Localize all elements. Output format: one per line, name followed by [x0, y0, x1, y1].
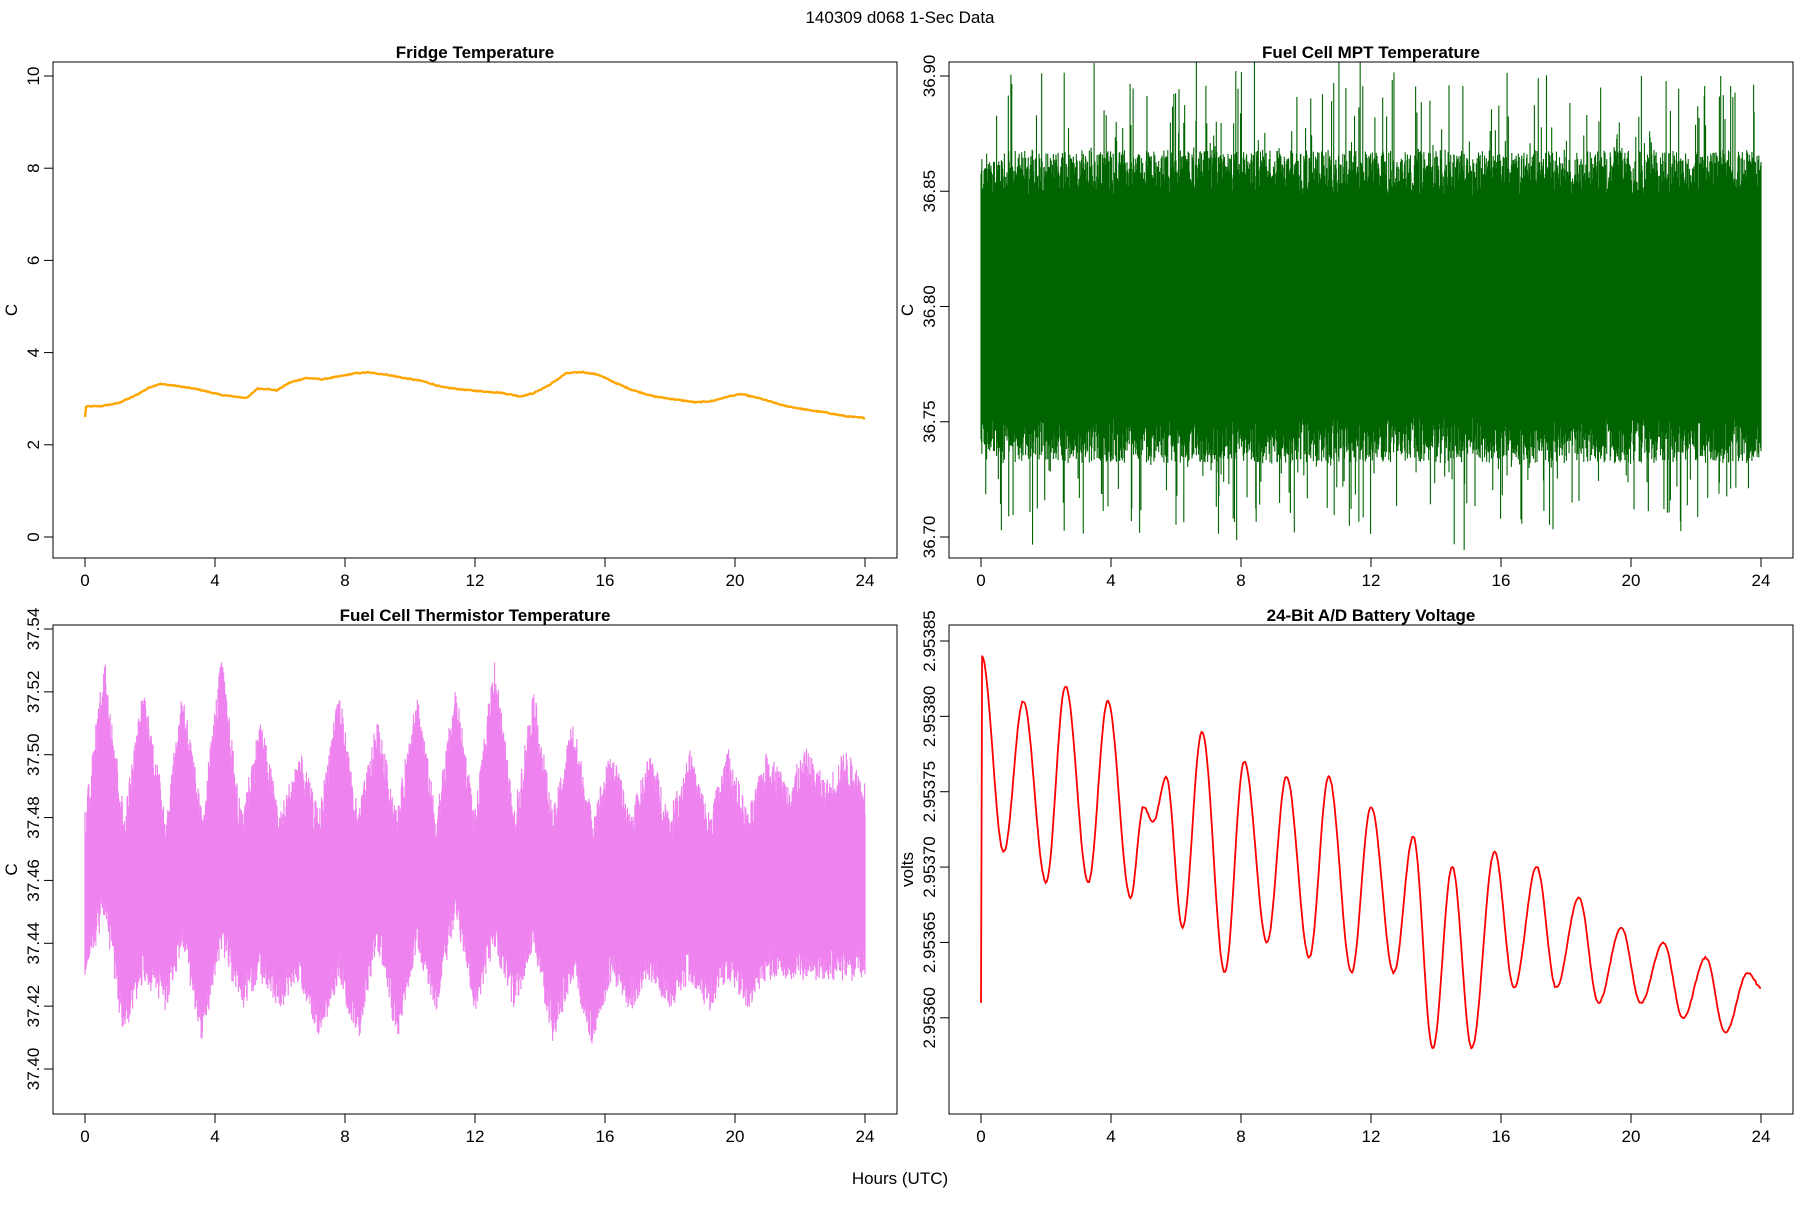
y-tick-label: 6 — [24, 256, 43, 265]
y-tick-label: 37.52 — [24, 671, 43, 714]
y-tick-label: 37.40 — [24, 1048, 43, 1091]
y-tick-label: 8 — [24, 163, 43, 172]
plot-area — [83, 370, 866, 420]
y-tick-label: 36.80 — [920, 285, 939, 328]
x-axis: 0 4 8 12 16 20 24 — [976, 1114, 1770, 1146]
x-axis: 0 4 8 12 16 20 24 — [80, 558, 874, 590]
y-axis-label: C — [2, 304, 21, 316]
y-tick-label: 37.44 — [24, 922, 43, 965]
x-tick-label: 4 — [210, 571, 219, 590]
y-tick-label: 36.85 — [920, 170, 939, 213]
y-tick-label: 2.95385 — [920, 610, 939, 671]
plot-frame — [52, 61, 898, 559]
chart-title: Fuel Cell MPT Temperature — [1262, 43, 1480, 62]
plot-area — [84, 662, 866, 1044]
x-tick-label: 20 — [1622, 571, 1641, 590]
chart-panel-2: Fuel Cell MPT Temperature C 0 4 8 12 16 20 24 36.… — [898, 43, 1794, 590]
chart-panel-3: Fuel Cell Thermistor Temperature C 0 4 8 12 16… — [2, 606, 898, 1146]
figure-title: 140309 d068 1-Sec Data — [805, 8, 995, 27]
x-tick-label: 16 — [1492, 571, 1511, 590]
series-line — [980, 655, 1762, 1050]
chart-title: Fridge Temperature — [396, 43, 554, 62]
x-tick-label: 16 — [1492, 1127, 1511, 1146]
y-axis-label: C — [898, 304, 917, 316]
x-tick-label: 24 — [1752, 1127, 1771, 1146]
y-tick-label: 37.42 — [24, 985, 43, 1028]
x-tick-label: 12 — [466, 1127, 485, 1146]
x-tick-label: 8 — [1236, 1127, 1245, 1146]
x-tick-label: 8 — [340, 571, 349, 590]
y-tick-label: 2.95360 — [920, 987, 939, 1048]
x-tick-label: 16 — [596, 1127, 615, 1146]
series-line — [83, 370, 866, 420]
plot-area — [980, 62, 1762, 550]
x-tick-label: 0 — [80, 571, 89, 590]
x-tick-label: 4 — [210, 1127, 219, 1146]
y-tick-label: 36.75 — [920, 400, 939, 443]
y-tick-label: 2.95380 — [920, 686, 939, 747]
figure-xlabel: Hours (UTC) — [852, 1169, 948, 1188]
y-tick-label: 2 — [24, 440, 43, 449]
x-tick-label: 24 — [856, 1127, 875, 1146]
y-tick-label: 2.95375 — [920, 761, 939, 822]
x-tick-label: 20 — [1622, 1127, 1641, 1146]
x-tick-label: 12 — [1362, 571, 1381, 590]
x-tick-label: 4 — [1106, 1127, 1115, 1146]
series-line — [84, 662, 866, 1044]
series-core — [981, 237, 1761, 376]
x-tick-label: 0 — [976, 1127, 985, 1146]
y-tick-label: 2.95370 — [920, 836, 939, 897]
chart-title: Fuel Cell Thermistor Temperature — [340, 606, 611, 625]
y-tick-label: 36.90 — [920, 55, 939, 98]
x-tick-label: 20 — [726, 1127, 745, 1146]
y-axis: 37.40 37.42 37.44 37.46 37.48 37.50 37.52 37.54 — [24, 608, 53, 1091]
y-tick-label: 4 — [24, 348, 43, 357]
y-axis-label: C — [2, 863, 21, 875]
x-tick-label: 24 — [1752, 571, 1771, 590]
y-tick-label: 37.48 — [24, 796, 43, 839]
y-tick-label: 2.95365 — [920, 912, 939, 973]
y-axis: 36.70 36.75 36.80 36.85 36.90 — [920, 55, 949, 559]
x-tick-label: 24 — [856, 571, 875, 590]
x-tick-label: 0 — [80, 1127, 89, 1146]
y-tick-label: 10 — [24, 67, 43, 86]
y-axis-label: volts — [898, 852, 917, 887]
x-tick-label: 4 — [1106, 571, 1115, 590]
y-axis: 2.95360 2.95365 2.95370 2.95375 2.95380 2.953… — [920, 610, 949, 1049]
x-tick-label: 0 — [976, 571, 985, 590]
x-tick-label: 20 — [726, 571, 745, 590]
y-tick-label: 36.70 — [920, 516, 939, 559]
x-tick-label: 8 — [340, 1127, 349, 1146]
x-tick-label: 12 — [466, 571, 485, 590]
y-axis: 0 2 4 6 8 10 — [24, 67, 53, 542]
plot-area — [980, 655, 1762, 1050]
x-tick-label: 12 — [1362, 1127, 1381, 1146]
plot-frame — [948, 624, 1794, 1115]
y-tick-label: 37.46 — [24, 859, 43, 902]
x-axis: 0 4 8 12 16 20 24 — [976, 558, 1770, 590]
chart-panel-4: 24-Bit A/D Battery Voltage volts 0 4 8 12 16 20… — [898, 606, 1794, 1146]
chart-title: 24-Bit A/D Battery Voltage — [1267, 606, 1476, 625]
y-tick-label: 37.50 — [24, 733, 43, 776]
x-tick-label: 8 — [1236, 571, 1245, 590]
x-axis: 0 4 8 12 16 20 24 — [80, 1114, 874, 1146]
x-tick-label: 16 — [596, 571, 615, 590]
y-tick-label: 37.54 — [24, 608, 43, 651]
y-tick-label: 0 — [24, 532, 43, 541]
